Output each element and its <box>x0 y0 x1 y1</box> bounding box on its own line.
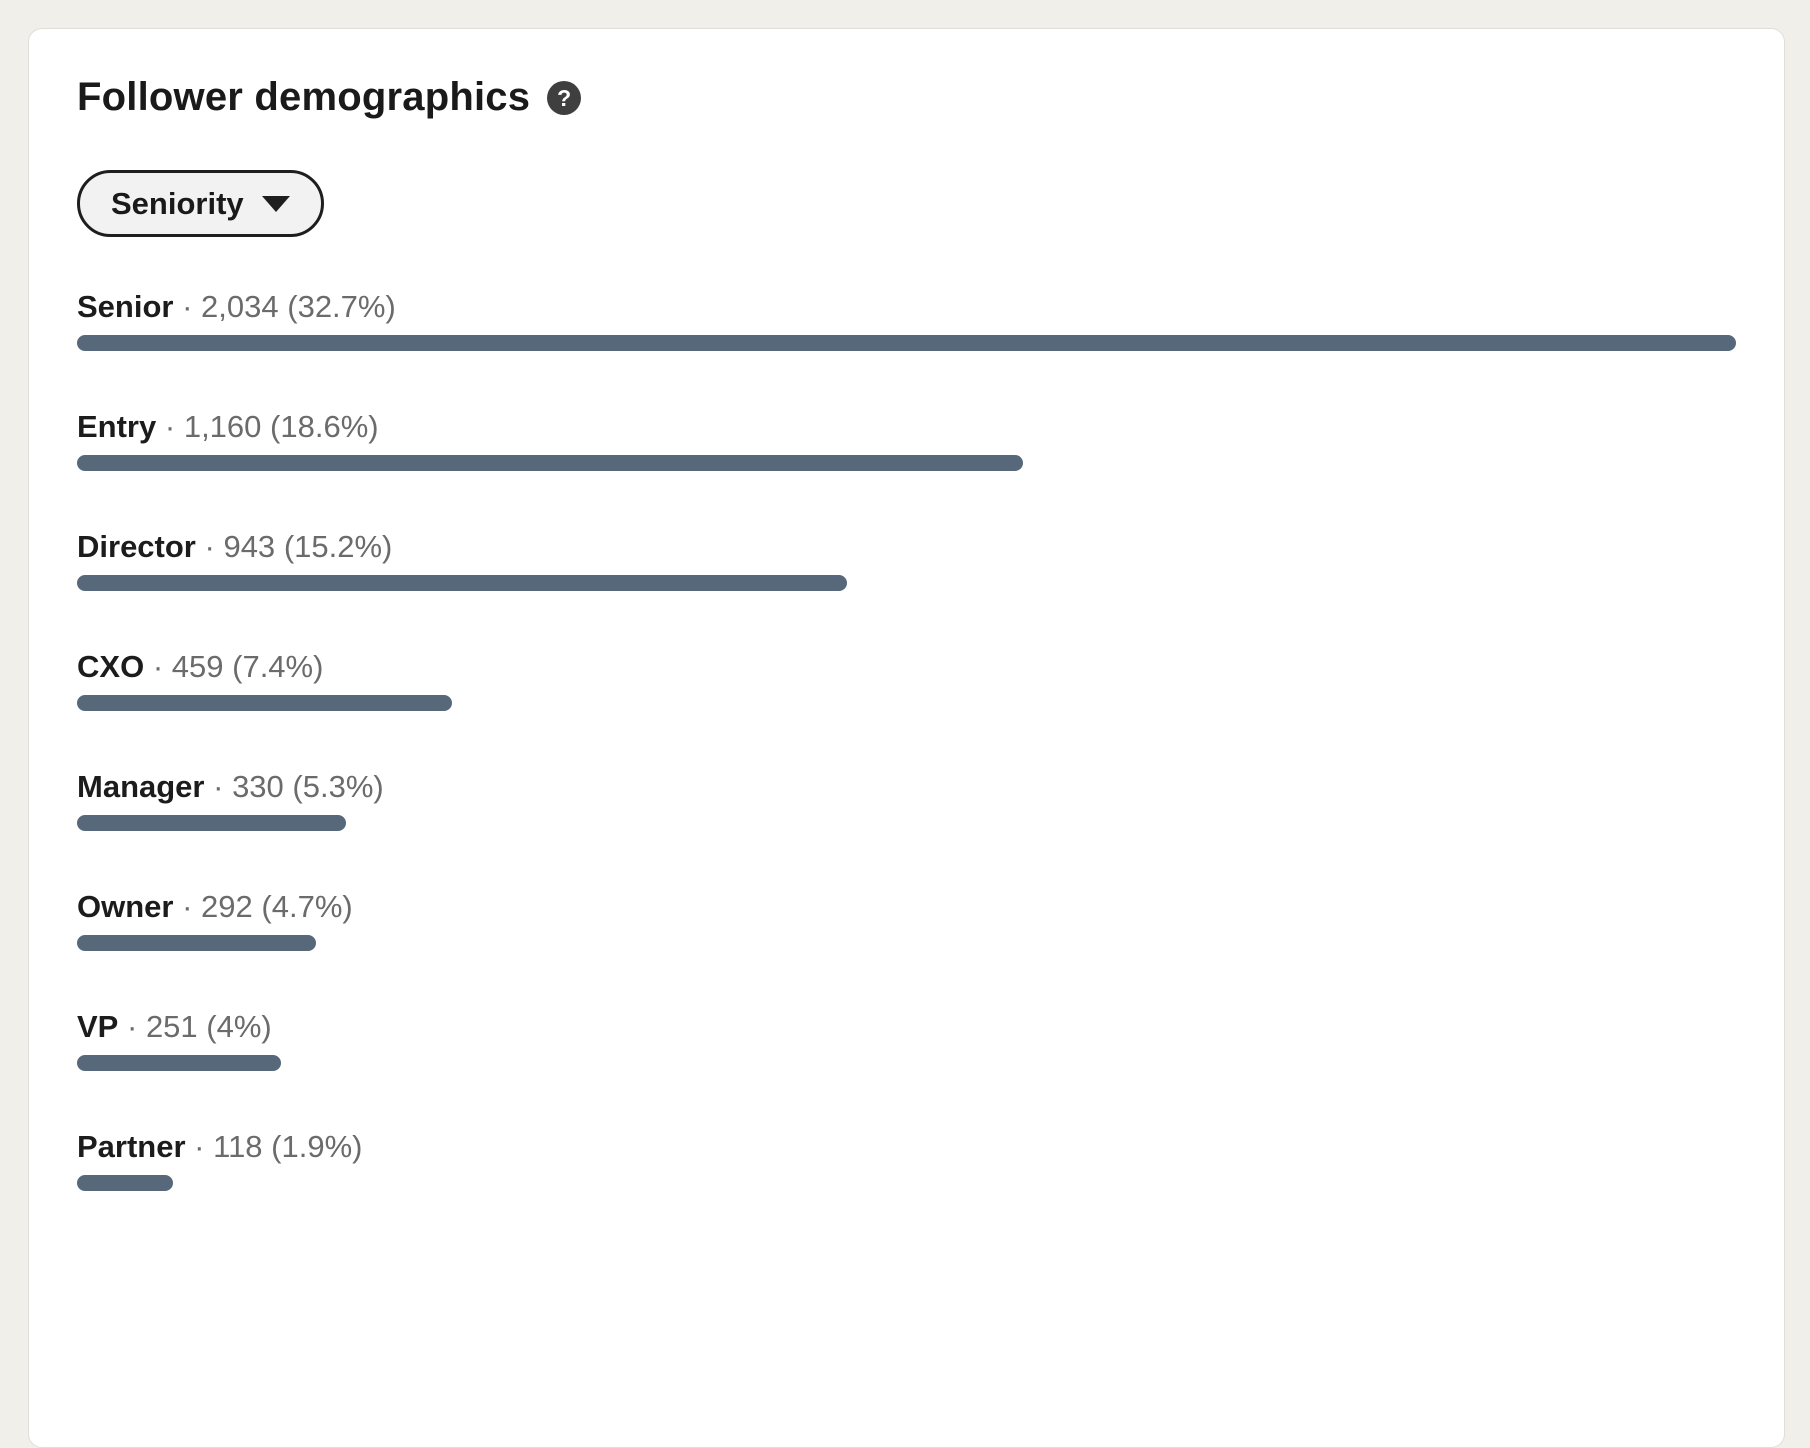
row-percent: (4.7%) <box>261 889 353 924</box>
demographic-row: Owner · 292 (4.7%) <box>77 887 1736 951</box>
demographic-bar <box>77 935 316 951</box>
demographics-list: Senior · 2,034 (32.7%) Entry · 1,160 (18… <box>77 287 1736 1191</box>
row-value: 943 <box>223 529 276 564</box>
row-separator: · <box>182 889 193 924</box>
row-percent: (15.2%) <box>283 529 393 564</box>
row-percent: (7.4%) <box>232 649 324 684</box>
follower-demographics-card: Follower demographics ? Seniority Senior… <box>28 28 1785 1448</box>
chevron-down-icon <box>261 195 290 212</box>
row-separator: · <box>182 289 193 324</box>
row-text: VP · 251 (4%) <box>77 1007 1736 1047</box>
row-label: Owner <box>77 889 174 924</box>
row-separator: · <box>152 649 164 684</box>
demographic-bar <box>77 1055 282 1071</box>
row-text: Senior · 2,034 (32.7%) <box>77 287 1736 327</box>
row-label: Manager <box>77 769 205 804</box>
row-separator: · <box>164 409 176 444</box>
row-separator: · <box>126 1009 138 1044</box>
row-percent: (1.9%) <box>271 1129 363 1164</box>
row-label: VP <box>77 1009 119 1044</box>
row-percent: (32.7%) <box>287 289 396 324</box>
row-label: Partner <box>77 1129 186 1164</box>
seniority-filter-button[interactable]: Seniority <box>77 170 324 237</box>
card-header: Follower demographics ? <box>77 75 1736 120</box>
row-label: Senior <box>77 289 174 324</box>
row-separator: · <box>194 1129 205 1164</box>
row-percent: (18.6%) <box>270 409 379 444</box>
demographic-bar <box>77 335 1736 351</box>
row-separator: · <box>213 769 224 804</box>
row-value: 459 <box>171 649 224 684</box>
row-value: 1,160 <box>183 409 262 444</box>
row-text: Entry · 1,160 (18.6%) <box>77 407 1736 447</box>
demographic-row: Senior · 2,034 (32.7%) <box>77 287 1736 351</box>
demographic-bar <box>77 575 847 591</box>
row-value: 292 <box>201 889 253 924</box>
row-value: 2,034 <box>201 289 279 324</box>
demographic-bar <box>77 815 346 831</box>
row-label: CXO <box>77 649 145 684</box>
demographic-row: Partner · 118 (1.9%) <box>77 1127 1736 1191</box>
row-separator: · <box>204 529 215 564</box>
demographic-row: CXO · 459 (7.4%) <box>77 647 1736 711</box>
demographic-bar <box>77 455 1023 471</box>
row-value: 330 <box>232 769 284 804</box>
demographic-row: Director · 943 (15.2%) <box>77 527 1736 591</box>
demographic-row: Manager · 330 (5.3%) <box>77 767 1736 831</box>
page-title: Follower demographics <box>77 75 531 119</box>
row-text: Owner · 292 (4.7%) <box>77 887 1736 927</box>
row-label: Entry <box>77 409 157 444</box>
row-percent: (4%) <box>206 1009 272 1044</box>
demographic-bar <box>77 695 452 711</box>
row-value: 251 <box>145 1009 198 1044</box>
row-text: Manager · 330 (5.3%) <box>77 767 1736 807</box>
row-text: CXO · 459 (7.4%) <box>77 647 1736 687</box>
row-text: Director · 943 (15.2%) <box>77 527 1736 567</box>
demographic-row: Entry · 1,160 (18.6%) <box>77 407 1736 471</box>
filter-label: Seniority <box>111 185 244 221</box>
row-text: Partner · 118 (1.9%) <box>77 1127 1736 1167</box>
demographic-row: VP · 251 (4%) <box>77 1007 1736 1071</box>
row-label: Director <box>77 529 196 564</box>
row-value: 118 <box>213 1129 263 1164</box>
help-icon[interactable]: ? <box>547 80 582 115</box>
row-percent: (5.3%) <box>292 769 384 804</box>
demographic-bar <box>77 1175 174 1191</box>
